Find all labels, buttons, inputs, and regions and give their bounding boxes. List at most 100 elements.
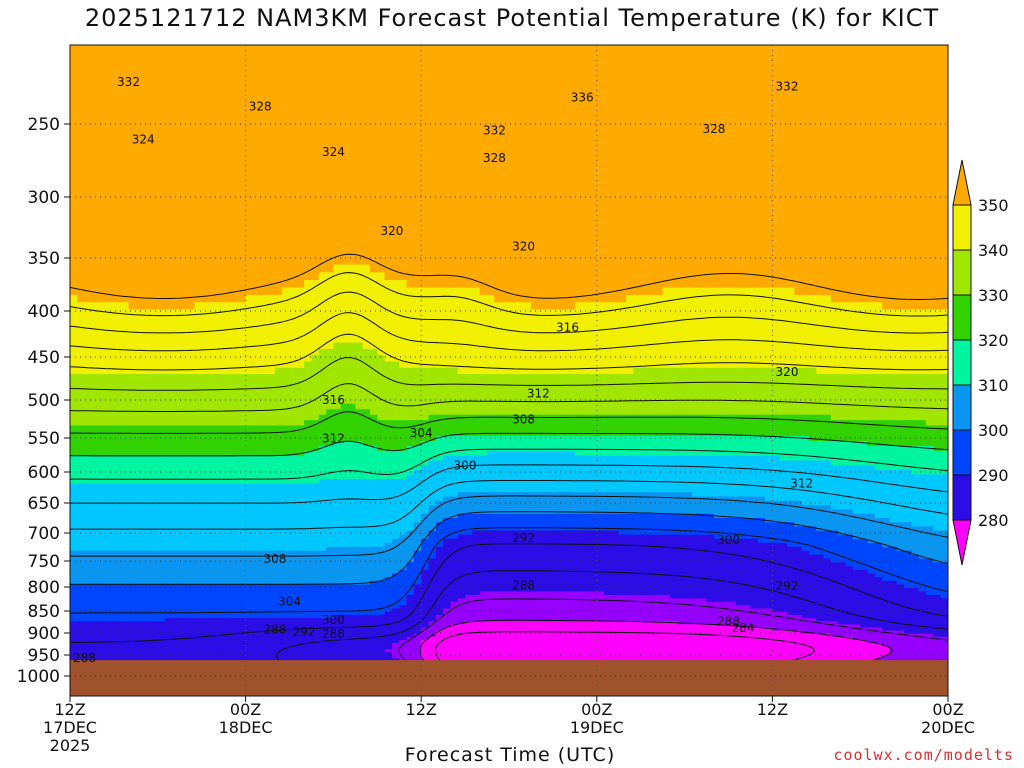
temperature-cell xyxy=(340,374,349,381)
temperature-cell xyxy=(267,562,276,567)
temperature-cell xyxy=(179,440,188,447)
temperature-cell xyxy=(187,469,195,476)
temperature-cell xyxy=(201,223,210,233)
temperature-cell xyxy=(296,643,305,647)
temperature-cell xyxy=(362,478,371,484)
temperature-cell xyxy=(238,102,247,114)
temperature-cell xyxy=(230,186,239,197)
temperature-cell xyxy=(143,145,152,157)
temperature-cell xyxy=(289,591,298,596)
temperature-cell xyxy=(260,546,269,552)
temperature-cell xyxy=(113,231,122,241)
temperature-cell xyxy=(150,176,159,187)
temperature-cell xyxy=(362,113,371,125)
temperature-cell xyxy=(252,309,261,317)
temperature-cell xyxy=(179,205,188,215)
temperature-cell xyxy=(355,534,364,540)
temperature-cell xyxy=(274,621,283,625)
temperature-cell xyxy=(77,420,86,427)
temperature-cell xyxy=(157,627,166,632)
temperature-cell xyxy=(194,342,203,350)
temperature-cell xyxy=(326,69,334,82)
temperature-cell xyxy=(106,655,115,659)
temperature-cell xyxy=(143,601,152,606)
temperature-cell xyxy=(121,534,130,540)
temperature-cell xyxy=(362,386,371,393)
temperature-cell xyxy=(143,630,152,635)
temperature-cell xyxy=(187,633,195,638)
temperature-cell xyxy=(304,386,313,393)
temperature-cell xyxy=(172,460,181,466)
temperature-cell xyxy=(150,445,159,452)
temperature-cell xyxy=(282,478,291,484)
temperature-cell xyxy=(84,316,93,324)
temperature-cell xyxy=(157,546,166,552)
temperature-cell xyxy=(194,652,203,656)
temperature-cell xyxy=(113,361,122,369)
temperature-cell xyxy=(238,513,247,519)
temperature-cell xyxy=(260,380,269,387)
temperature-cell xyxy=(165,397,174,405)
temperature-cell xyxy=(326,420,334,427)
temperature-cell xyxy=(84,546,93,552)
temperature-cell xyxy=(216,380,225,387)
temperature-cell xyxy=(369,80,378,93)
temperature-cell xyxy=(267,538,276,544)
temperature-cell xyxy=(150,530,159,536)
temperature-cell xyxy=(216,123,225,136)
temperature-cell xyxy=(209,513,217,519)
temperature-cell xyxy=(216,611,225,616)
temperature-cell xyxy=(216,573,225,578)
temperature-cell xyxy=(201,264,210,273)
temperature-cell xyxy=(369,496,378,502)
temperature-cell xyxy=(143,80,152,93)
temperature-cell xyxy=(355,134,364,147)
temperature-cell xyxy=(274,348,283,356)
temperature-cell xyxy=(91,145,100,157)
temperature-cell xyxy=(165,361,174,369)
temperature-cell xyxy=(362,69,371,82)
temperature-cell xyxy=(296,601,305,606)
temperature-cell xyxy=(326,646,334,650)
temperature-cell xyxy=(326,636,334,641)
temperature-cell xyxy=(333,355,342,363)
temperature-cell xyxy=(157,123,166,136)
temperature-cell xyxy=(91,522,100,528)
temperature-cell xyxy=(326,627,334,632)
temperature-cell xyxy=(113,649,122,653)
temperature-cell xyxy=(348,186,356,197)
temperature-cell xyxy=(296,380,305,387)
temperature-cell xyxy=(340,460,349,466)
temperature-cell xyxy=(187,166,195,178)
temperature-cell xyxy=(340,601,349,606)
temperature-cell xyxy=(84,562,93,567)
temperature-cell xyxy=(289,605,298,610)
temperature-cell xyxy=(252,440,261,447)
temperature-cell xyxy=(230,450,239,457)
temperature-cell xyxy=(296,176,305,187)
temperature-cell xyxy=(113,530,122,536)
temperature-cell xyxy=(194,329,203,337)
temperature-cell xyxy=(340,348,349,356)
temperature-cell xyxy=(362,403,371,410)
temperature-cell xyxy=(216,522,225,528)
temperature-cell xyxy=(165,588,174,593)
temperature-cell xyxy=(91,627,100,632)
temperature-cell xyxy=(333,624,342,629)
temperature-cell xyxy=(84,538,93,544)
temperature-cell xyxy=(70,538,78,544)
temperature-cell xyxy=(179,414,188,421)
temperature-cell xyxy=(333,608,342,613)
temperature-cell xyxy=(128,542,137,548)
temperature-cell xyxy=(77,386,86,393)
temperature-cell xyxy=(296,425,305,432)
temperature-cell xyxy=(179,102,188,114)
temperature-cell xyxy=(282,420,291,427)
temperature-cell xyxy=(238,542,247,548)
temperature-cell xyxy=(326,445,334,452)
temperature-cell xyxy=(245,618,254,622)
temperature-cell xyxy=(194,566,203,571)
temperature-cell xyxy=(135,386,144,393)
temperature-cell xyxy=(355,205,364,215)
temperature-cell xyxy=(165,280,174,289)
